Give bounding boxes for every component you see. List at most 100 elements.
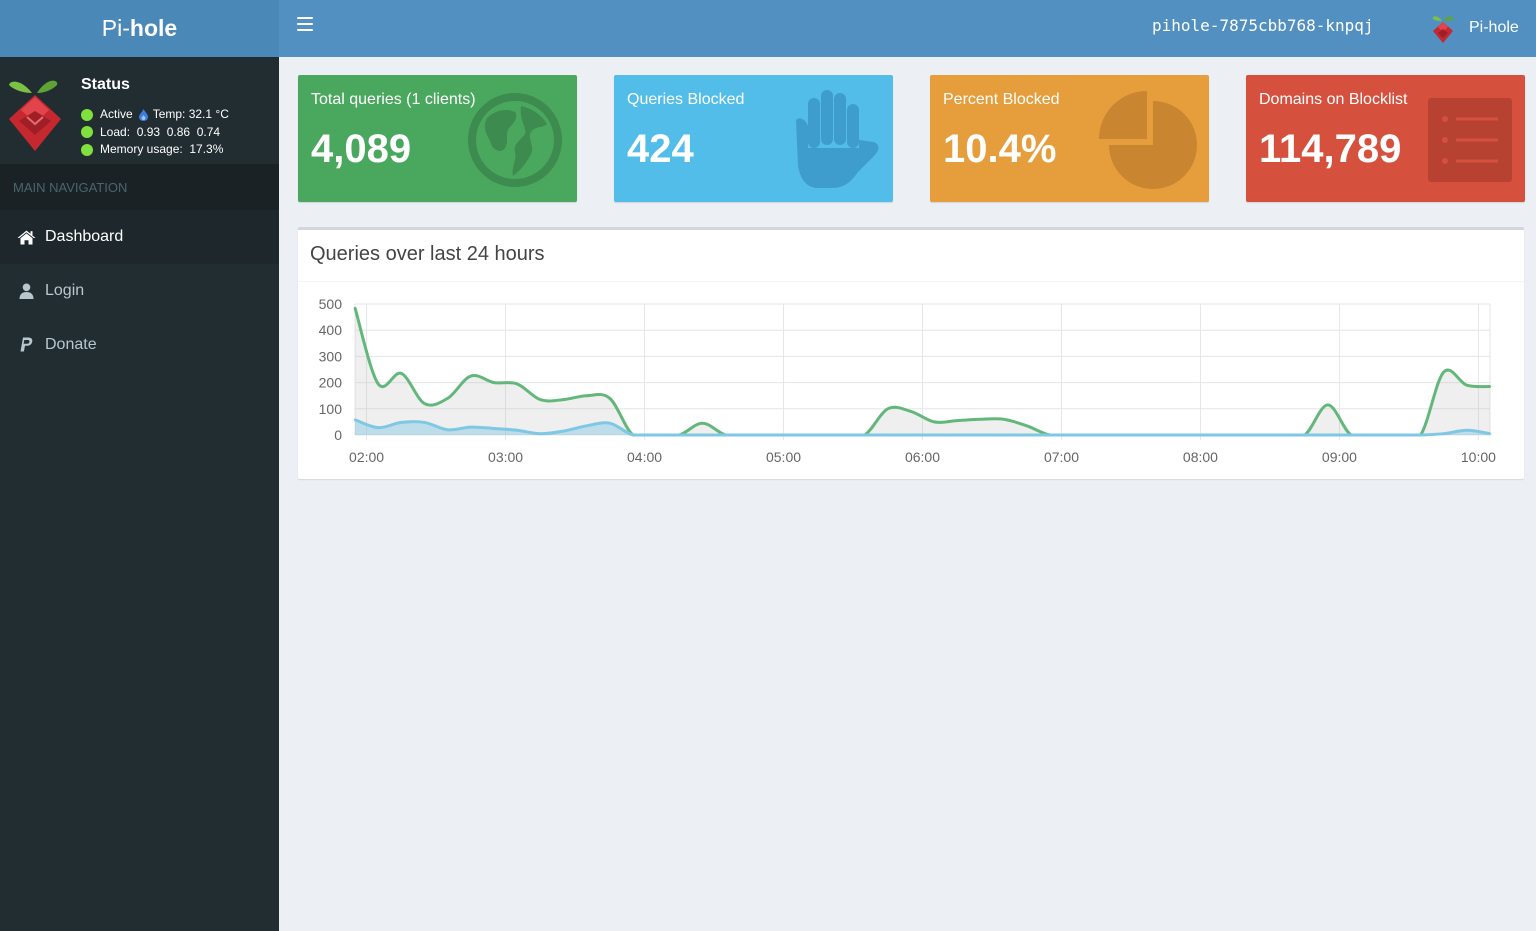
data-point xyxy=(631,433,635,437)
sidebar: Status Active Temp: 32.1 °C Load: 0.93 0… xyxy=(0,57,279,931)
data-point xyxy=(1465,384,1469,387)
main-navigation-header: MAIN NAVIGATION xyxy=(0,164,279,210)
stat-label: Percent Blocked xyxy=(943,91,1060,108)
temperature-flame-icon xyxy=(138,108,148,121)
data-point xyxy=(400,421,403,424)
data-point xyxy=(1303,433,1306,437)
data-point xyxy=(956,433,959,437)
x-tick-label: 03:00 xyxy=(488,449,523,465)
top-navbar: pihole-7875cbb768-knpqj Pi-hole xyxy=(279,0,1536,57)
stat-box-total-queries[interactable]: Total queries (1 clients) 4,089 xyxy=(298,75,577,202)
data-point xyxy=(423,421,426,424)
data-point xyxy=(701,433,704,437)
data-point xyxy=(1257,433,1260,437)
data-point xyxy=(585,424,588,428)
sidebar-item-dashboard[interactable]: Dashboard xyxy=(0,210,279,264)
data-point xyxy=(562,429,565,433)
data-point xyxy=(1187,433,1191,437)
series-area xyxy=(355,307,1490,435)
temperature-text: Temp: 32.1 °C xyxy=(152,107,229,121)
status-active-text: Active xyxy=(100,107,133,121)
data-point xyxy=(353,306,357,310)
y-tick-label: 500 xyxy=(319,296,343,312)
load-text: Load: 0.93 0.86 0.74 xyxy=(100,124,221,139)
queries-chart-panel: Queries over last 24 hours 0 100 200 300 400… xyxy=(298,227,1524,479)
logo-text-bold: hole xyxy=(129,15,178,41)
app-logo[interactable]: Pi-hole xyxy=(0,0,279,57)
data-point xyxy=(654,433,658,437)
data-point xyxy=(840,433,843,437)
list-icon xyxy=(1428,98,1512,182)
pie-chart-icon xyxy=(1099,91,1197,189)
data-point xyxy=(1465,429,1469,432)
stat-value: 114,789 xyxy=(1259,127,1402,171)
data-point xyxy=(515,429,519,432)
sidebar-item-login[interactable]: Login xyxy=(0,264,279,318)
data-point xyxy=(1326,403,1330,407)
data-point xyxy=(446,428,449,431)
memory-text: Memory usage: 17.3% xyxy=(100,142,224,156)
stat-box-domains-on-blocklist[interactable]: Domains on Blocklist 114,789 xyxy=(1246,75,1525,202)
data-point xyxy=(1349,433,1353,437)
hostname-label: pihole-7875cbb768-knpqj xyxy=(1152,16,1374,35)
data-point xyxy=(562,398,565,401)
stat-box-queries-blocked[interactable]: Queries Blocked 424 xyxy=(614,75,893,202)
data-point xyxy=(1326,433,1330,437)
data-point xyxy=(932,420,936,424)
data-point xyxy=(909,410,913,413)
pihole-logo-icon xyxy=(1432,16,1454,43)
sidebar-item-donate[interactable]: Donate xyxy=(0,318,279,372)
data-point xyxy=(1488,432,1492,435)
data-point xyxy=(585,394,588,397)
data-point xyxy=(747,433,750,437)
data-point xyxy=(423,402,426,405)
user-icon xyxy=(16,282,36,300)
x-tick-label: 05:00 xyxy=(766,449,801,465)
data-point xyxy=(469,374,473,378)
data-point xyxy=(793,433,797,437)
queries-over-time-chart[interactable]: 0 100 200 300 400 500 02:00 03:00 04:00 05:00 06:0… xyxy=(298,285,1524,475)
data-point xyxy=(817,433,820,437)
data-point xyxy=(608,397,611,400)
status-title: Status xyxy=(81,76,130,93)
data-point xyxy=(1442,370,1445,374)
data-point xyxy=(376,426,380,429)
sidebar-item-label: Login xyxy=(45,282,85,299)
sidebar-item-label: Donate xyxy=(45,336,97,353)
data-point xyxy=(1210,433,1214,437)
user-menu-button[interactable]: Pi-hole xyxy=(1431,10,1519,46)
data-point xyxy=(608,422,611,425)
data-point xyxy=(1234,433,1237,437)
data-point xyxy=(979,418,982,421)
data-point xyxy=(1071,433,1075,437)
data-point xyxy=(678,433,681,437)
paypal-icon xyxy=(16,336,36,354)
data-point xyxy=(376,382,380,386)
y-tick-label: 200 xyxy=(319,375,343,391)
stat-value: 4,089 xyxy=(311,127,412,171)
data-point xyxy=(1372,433,1376,437)
series-line xyxy=(354,418,1491,437)
stat-box-percent-blocked[interactable]: Percent Blocked 10.4% xyxy=(930,75,1209,202)
x-tick-label: 04:00 xyxy=(627,449,662,465)
data-point xyxy=(515,382,519,386)
data-point xyxy=(492,381,496,384)
data-point xyxy=(770,433,774,437)
data-point xyxy=(1488,385,1492,388)
stat-label: Queries Blocked xyxy=(627,91,745,108)
sidebar-toggle-icon[interactable] xyxy=(297,17,313,33)
data-point xyxy=(539,432,542,435)
y-tick-label: 100 xyxy=(319,401,343,417)
y-tick-label: 400 xyxy=(319,322,343,338)
x-tick-label: 10:00 xyxy=(1461,449,1496,465)
status-panel: Status Active Temp: 32.1 °C Load: 0.93 0… xyxy=(0,57,279,164)
load-status-dot-icon xyxy=(81,126,93,139)
memory-status-dot-icon xyxy=(81,143,93,156)
data-point xyxy=(886,433,889,437)
data-point xyxy=(400,372,403,375)
x-tick-label: 07:00 xyxy=(1044,449,1079,465)
data-point xyxy=(1118,433,1121,437)
data-point xyxy=(469,425,473,429)
data-point xyxy=(1025,424,1028,428)
data-point xyxy=(353,418,357,422)
